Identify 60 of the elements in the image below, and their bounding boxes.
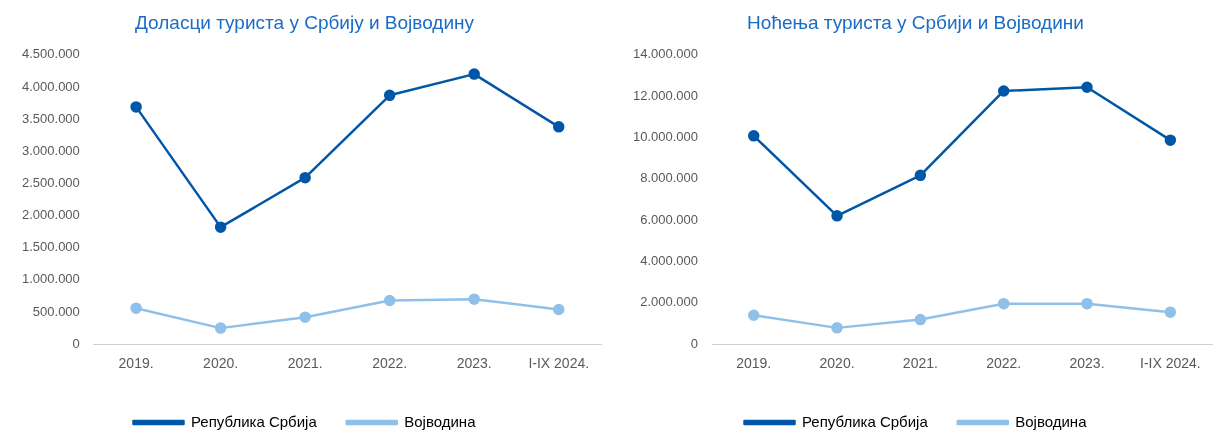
point [130,101,142,113]
y-tick-label: 500.000 [32,303,80,319]
point [747,309,760,322]
point [747,130,760,142]
y-tick-label: 6.000.000 [640,211,699,227]
y-tick-label: 2.000.000 [640,294,699,310]
x-tick-label: 2019. [736,355,772,372]
point [468,68,480,80]
y-tick-label: 8.000.000 [640,170,699,186]
point [130,302,142,314]
point [831,322,843,334]
x-tick-label: 2019. [118,355,154,372]
legend-label: Војводина [1015,412,1088,430]
chart-title: Доласци туриста у Србију и Војводину [134,11,475,33]
x-tick-label: I-IX 2024. [528,355,590,372]
point [914,313,927,326]
point [214,322,227,334]
y-tick-label: 1.500.000 [21,239,80,255]
x-tick-label: I-IX 2024. [1139,355,1201,372]
chart-title: Ноћења туриста у Србији и Војводини [747,11,1084,33]
point [997,297,1010,310]
point [383,89,396,102]
y-tick-label: 10.000.000 [632,129,699,145]
y-tick-label: 1.000.000 [21,271,80,287]
x-tick-label: 2021. [902,355,938,372]
y-tick-label: 4.000.000 [640,253,699,269]
point [383,294,396,307]
x-tick-label: 2022. [372,355,408,372]
legend-label: Република Србија [802,412,929,430]
point [552,303,565,316]
y-tick-label: 14.000.000 [632,46,699,62]
x-tick-label: 2023. [1069,355,1105,372]
y-tick-label: 2.000.000 [21,207,80,223]
y-tick-label: 0 [72,335,80,351]
point [1164,306,1177,318]
point [831,210,843,222]
y-tick-label: 3.500.000 [21,110,80,126]
x-tick-label: 2023. [456,355,492,372]
point [914,169,927,182]
point [468,293,480,305]
point [552,121,565,133]
point [1081,297,1093,310]
y-tick-label: 12.000.000 [632,87,699,103]
x-tick-label: 2021. [287,355,323,372]
x-tick-label: 2020. [819,355,855,372]
x-tick-label: 2020. [203,355,239,372]
y-tick-label: 4.000.000 [21,78,80,94]
x-tick-label: 2022. [986,355,1022,372]
point [214,221,227,233]
point [997,85,1010,97]
point [1164,134,1177,146]
y-tick-label: 2.500.000 [21,175,80,190]
point [299,171,311,184]
legend-label: Република Србија [191,412,318,430]
point [1081,81,1093,93]
y-tick-label: 3.000.000 [21,142,80,158]
y-tick-label: 0 [690,335,699,351]
legend-label: Војводина [404,412,477,430]
y-tick-label: 4.500.000 [21,46,80,62]
point [299,311,311,323]
